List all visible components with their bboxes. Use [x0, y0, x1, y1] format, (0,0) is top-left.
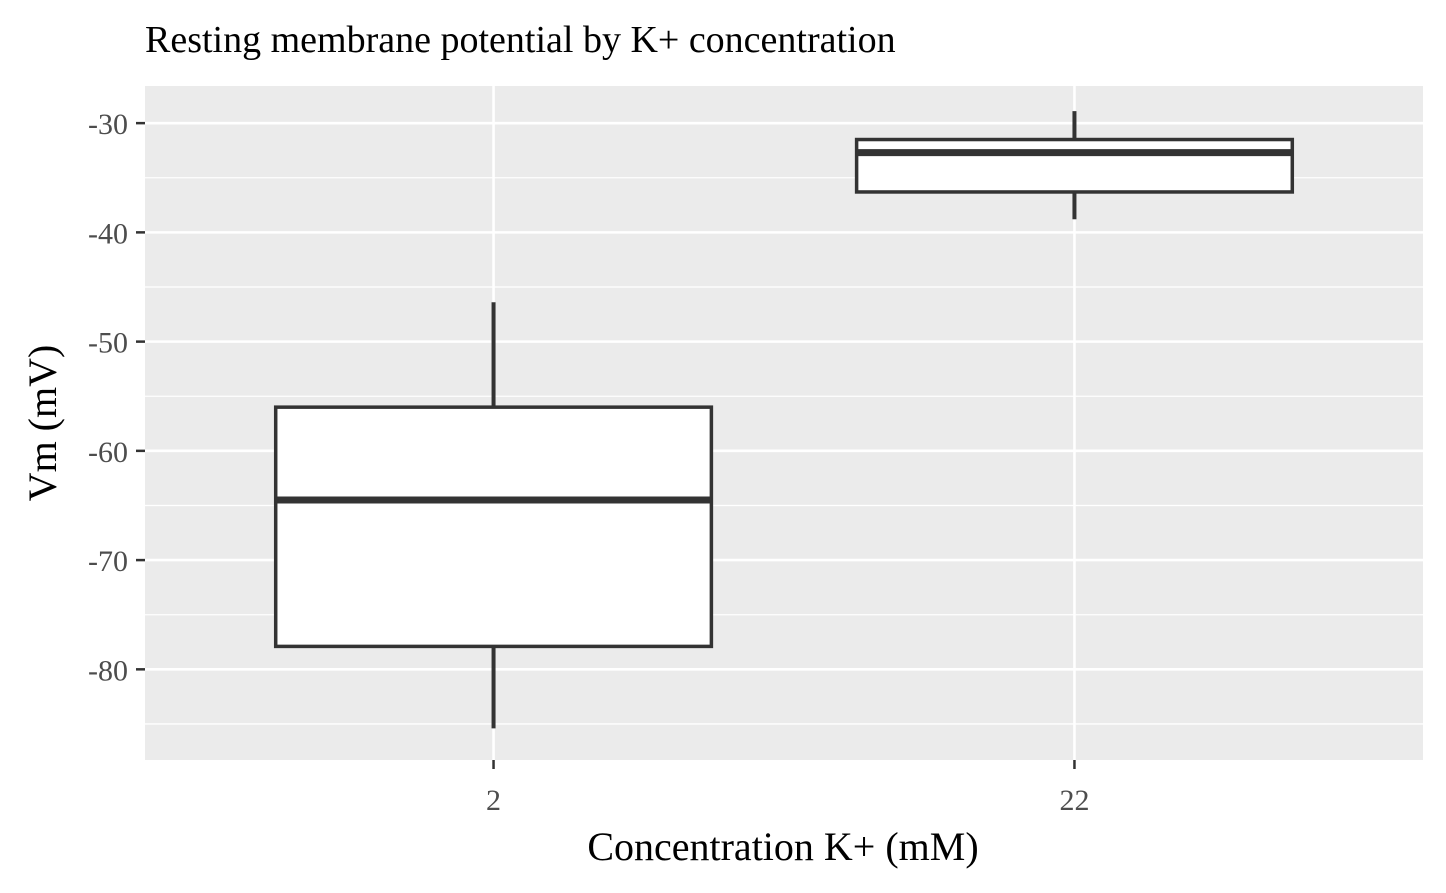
- box-2: [273, 302, 714, 729]
- boxes: [273, 111, 1295, 729]
- y-tick-label: -40: [88, 217, 128, 250]
- box-22: [854, 111, 1295, 220]
- x-tick-label: 2: [486, 784, 501, 817]
- y-tick-label: -80: [88, 654, 128, 687]
- axes: -80-70-60-50-40-302 22: [88, 108, 1089, 817]
- y-tick-label: -60: [88, 436, 128, 469]
- x-tick-label: 22: [1059, 784, 1089, 817]
- y-axis-title: Vm (mV): [20, 345, 65, 502]
- x-axis-title: Concentration K+ (mM): [587, 824, 978, 869]
- iqr-box: [273, 405, 714, 649]
- y-tick-label: -50: [88, 327, 128, 360]
- y-tick-label: -30: [88, 108, 128, 141]
- iqr-box: [854, 137, 1295, 194]
- y-tick-label: -70: [88, 545, 128, 578]
- chart-title: Resting membrane potential by K+ concent…: [145, 19, 896, 61]
